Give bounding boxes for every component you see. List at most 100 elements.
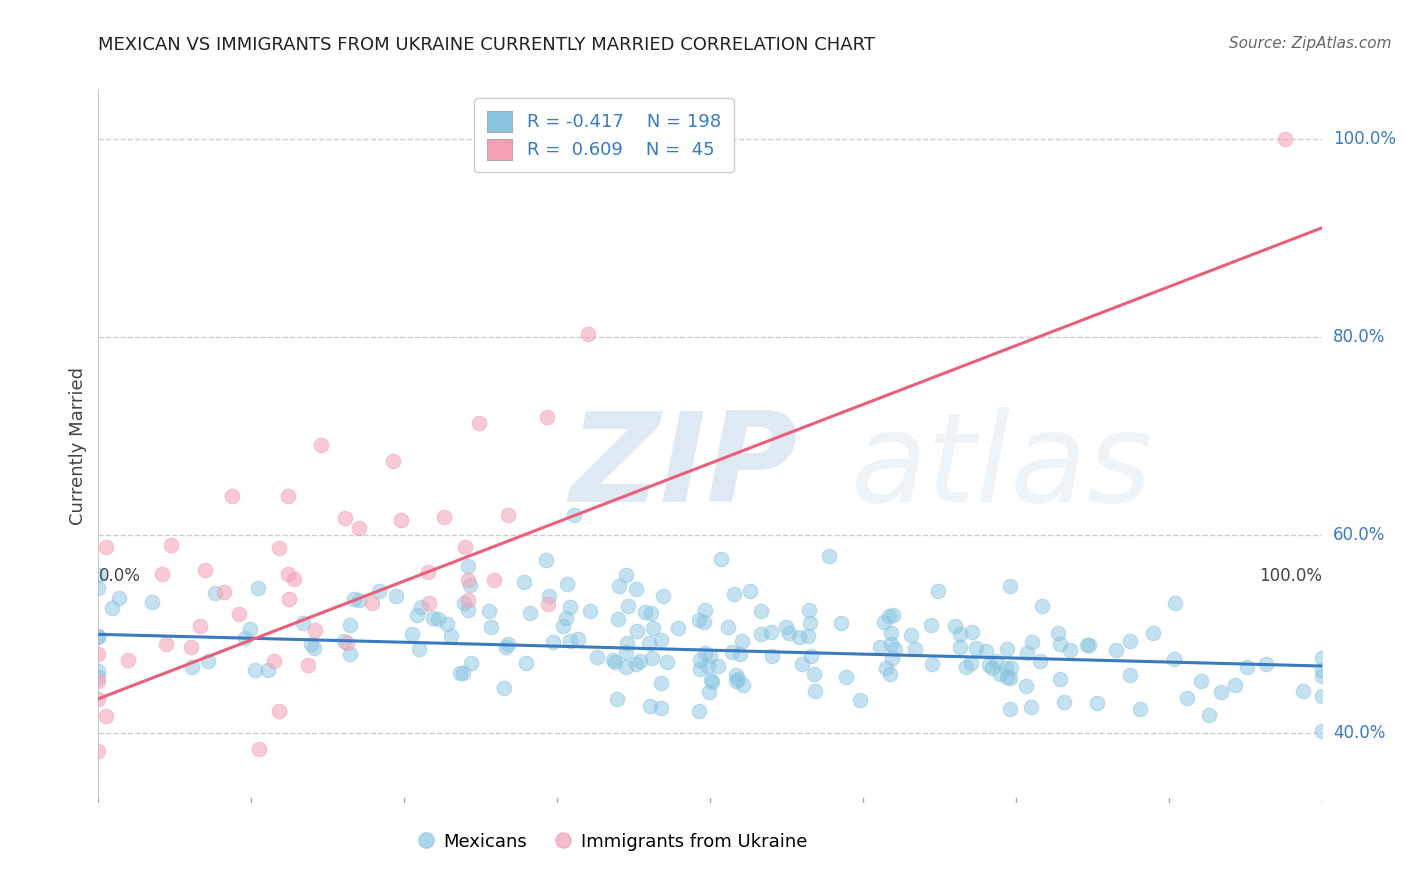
Point bbox=[849, 693, 872, 707]
Point bbox=[87, 673, 110, 688]
Point bbox=[87, 630, 110, 644]
Point bbox=[884, 642, 907, 657]
Point bbox=[519, 606, 541, 620]
Point bbox=[204, 586, 226, 600]
Point bbox=[616, 645, 638, 659]
Point bbox=[1015, 679, 1038, 693]
Point bbox=[418, 596, 440, 610]
Point bbox=[725, 673, 748, 688]
Text: 0.0%: 0.0% bbox=[98, 567, 141, 585]
Point bbox=[1118, 633, 1140, 648]
Point bbox=[180, 640, 202, 654]
Point bbox=[761, 649, 783, 664]
Point bbox=[693, 602, 716, 616]
Point bbox=[558, 599, 581, 614]
Point bbox=[689, 662, 711, 676]
Point bbox=[555, 576, 578, 591]
Point bbox=[339, 618, 361, 632]
Point bbox=[1085, 696, 1108, 710]
Point bbox=[787, 630, 810, 644]
Point bbox=[269, 541, 291, 556]
Point bbox=[830, 616, 852, 631]
Point bbox=[562, 508, 585, 523]
Point bbox=[478, 605, 501, 619]
Point bbox=[740, 584, 762, 599]
Point bbox=[1015, 646, 1038, 660]
Point bbox=[979, 657, 1001, 672]
Point bbox=[628, 654, 651, 668]
Text: Source: ZipAtlas.com: Source: ZipAtlas.com bbox=[1229, 36, 1392, 51]
Point bbox=[689, 653, 711, 667]
Point bbox=[1000, 702, 1022, 716]
Point bbox=[299, 637, 322, 651]
Point bbox=[731, 633, 754, 648]
Point bbox=[797, 628, 820, 642]
Point bbox=[406, 607, 429, 622]
Point bbox=[1129, 702, 1152, 716]
Point bbox=[263, 655, 285, 669]
Point bbox=[651, 589, 673, 603]
Y-axis label: Currently Married: Currently Married bbox=[69, 367, 87, 525]
Point bbox=[920, 617, 942, 632]
Point bbox=[707, 658, 730, 673]
Point bbox=[984, 654, 1007, 668]
Point bbox=[479, 619, 502, 633]
Point bbox=[1292, 684, 1315, 698]
Point bbox=[725, 668, 748, 682]
Point bbox=[641, 650, 664, 665]
Point bbox=[221, 489, 243, 503]
Point bbox=[1029, 654, 1052, 668]
Point bbox=[155, 637, 177, 651]
Point bbox=[87, 629, 110, 643]
Point bbox=[1175, 691, 1198, 706]
Point bbox=[87, 744, 110, 758]
Point bbox=[197, 654, 219, 668]
Point bbox=[1059, 642, 1081, 657]
Point bbox=[87, 568, 110, 582]
Point bbox=[343, 591, 366, 606]
Point bbox=[333, 634, 356, 648]
Point bbox=[710, 552, 733, 566]
Point bbox=[624, 582, 647, 596]
Point bbox=[616, 599, 638, 613]
Point bbox=[699, 673, 721, 687]
Point bbox=[492, 681, 515, 696]
Point bbox=[292, 615, 315, 630]
Point bbox=[451, 666, 474, 681]
Point bbox=[246, 582, 269, 596]
Point bbox=[965, 641, 987, 656]
Point bbox=[803, 666, 825, 681]
Point bbox=[717, 620, 740, 634]
Point bbox=[188, 619, 211, 633]
Point bbox=[650, 633, 672, 648]
Point bbox=[117, 653, 139, 667]
Point bbox=[723, 587, 745, 601]
Point bbox=[543, 635, 565, 649]
Legend: Mexicans, Immigrants from Ukraine: Mexicans, Immigrants from Ukraine bbox=[409, 826, 815, 858]
Point bbox=[468, 416, 491, 430]
Point bbox=[87, 582, 110, 596]
Point bbox=[150, 567, 173, 582]
Point bbox=[585, 649, 607, 664]
Point bbox=[267, 704, 290, 718]
Point bbox=[1019, 699, 1042, 714]
Point bbox=[731, 678, 754, 692]
Point bbox=[368, 584, 391, 599]
Point bbox=[943, 618, 966, 632]
Point bbox=[1236, 659, 1258, 673]
Point bbox=[347, 521, 370, 535]
Point bbox=[256, 663, 278, 677]
Point bbox=[927, 583, 949, 598]
Point bbox=[1223, 678, 1246, 692]
Point bbox=[347, 593, 370, 607]
Point bbox=[903, 642, 925, 657]
Point bbox=[536, 597, 558, 611]
Point bbox=[697, 684, 720, 698]
Point bbox=[1049, 637, 1071, 651]
Point bbox=[108, 591, 131, 606]
Point bbox=[141, 595, 163, 609]
Point bbox=[534, 553, 557, 567]
Point bbox=[749, 627, 772, 641]
Point bbox=[879, 667, 901, 681]
Point bbox=[614, 660, 637, 674]
